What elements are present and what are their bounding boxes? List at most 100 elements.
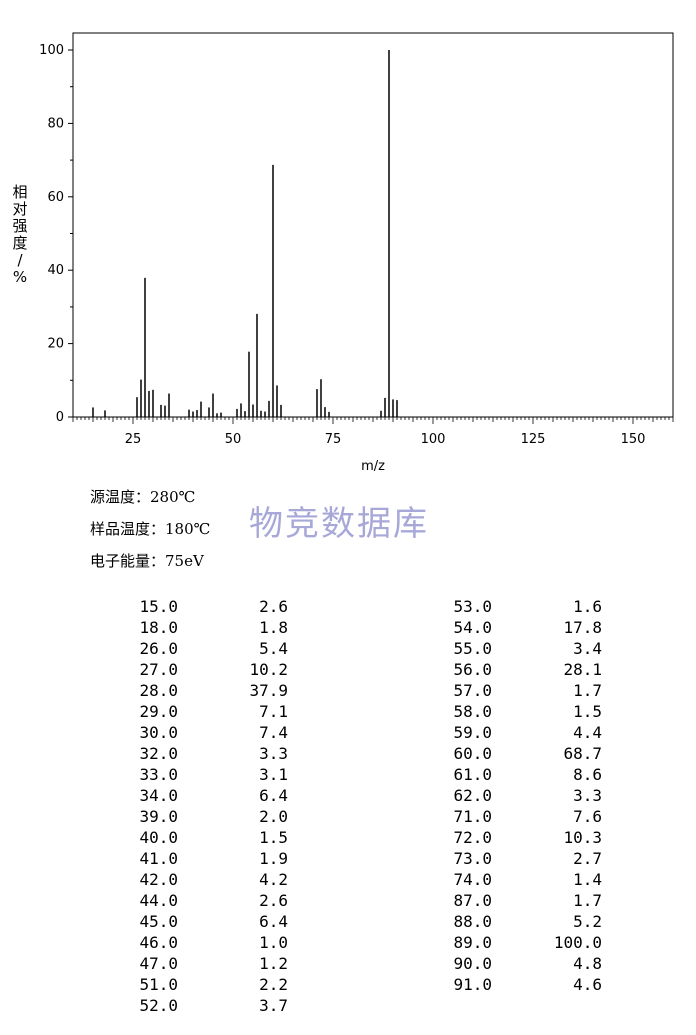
peak-row: 29.0 7.1 xyxy=(118,701,293,722)
peak-mz: 28.0 xyxy=(139,681,178,700)
peak-abundance: 68.7 xyxy=(563,744,602,763)
peak-row: 57.0 1.7 xyxy=(432,680,607,701)
peak-row: 60.0 68.7 xyxy=(432,743,607,764)
peak-row: 58.0 1.5 xyxy=(432,701,607,722)
peak-abundance: 7.4 xyxy=(259,723,288,742)
peak-abundance: 1.9 xyxy=(259,849,288,868)
peak-abundance: 10.3 xyxy=(563,828,602,847)
peak-mz: 87.0 xyxy=(453,891,492,910)
peak-abundance: 4.6 xyxy=(573,975,602,994)
peak-abundance: 1.4 xyxy=(573,870,602,889)
peak-mz: 72.0 xyxy=(453,828,492,847)
source-temperature: 源温度：280℃ xyxy=(90,488,196,506)
peak-mz: 32.0 xyxy=(139,744,178,763)
peak-abundance: 7.1 xyxy=(259,702,288,721)
peak-mz: 18.0 xyxy=(139,618,178,637)
peak-mz: 51.0 xyxy=(139,975,178,994)
peak-row: 87.0 1.7 xyxy=(432,890,607,911)
peak-row: 44.0 2.6 xyxy=(118,890,293,911)
y-axis: 0 20 40 60 80 100 xyxy=(39,43,73,425)
peak-abundance: 28.1 xyxy=(563,660,602,679)
peak-mz: 91.0 xyxy=(453,975,492,994)
peak-table-left: 15.0 2.6 18.0 1.8 26.0 5.4 27.0 10.2 28.0 37.9 29.… xyxy=(118,596,293,1016)
x-tick-label: 125 xyxy=(521,432,546,447)
peak-row: 39.0 2.0 xyxy=(118,806,293,827)
peak-row: 59.0 4.4 xyxy=(432,722,607,743)
peak-abundance: 1.8 xyxy=(259,618,288,637)
peak-row: 90.0 4.8 xyxy=(432,953,607,974)
peak-row: 40.0 1.5 xyxy=(118,827,293,848)
peak-abundance: 2.6 xyxy=(259,891,288,910)
electron-energy: 电子能量：75eV xyxy=(90,552,204,570)
peak-mz: 62.0 xyxy=(453,786,492,805)
peak-abundance: 3.4 xyxy=(573,639,602,658)
peak-abundance: 2.7 xyxy=(573,849,602,868)
x-tick-label: 50 xyxy=(225,432,242,447)
peak-mz: 74.0 xyxy=(453,870,492,889)
peak-row: 52.0 3.7 xyxy=(118,995,293,1016)
peak-abundance: 5.2 xyxy=(573,912,602,931)
peak-mz: 61.0 xyxy=(453,765,492,784)
peak-row: 74.0 1.4 xyxy=(432,869,607,890)
peak-mz: 47.0 xyxy=(139,954,178,973)
peak-row: 18.0 1.8 xyxy=(118,617,293,638)
peak-abundance: 4.2 xyxy=(259,870,288,889)
peak-mz: 30.0 xyxy=(139,723,178,742)
x-tick-label: 100 xyxy=(421,432,446,447)
peak-mz: 58.0 xyxy=(453,702,492,721)
peak-mz: 40.0 xyxy=(139,828,178,847)
peak-row: 45.0 6.4 xyxy=(118,911,293,932)
x-axis: 25 50 75 100 125 150 xyxy=(72,417,674,447)
peak-mz: 26.0 xyxy=(139,639,178,658)
peak-abundance: 4.8 xyxy=(573,954,602,973)
peak-abundance: 3.3 xyxy=(259,744,288,763)
peak-abundance: 5.4 xyxy=(259,639,288,658)
peak-row: 34.0 6.4 xyxy=(118,785,293,806)
peak-row: 53.0 1.6 xyxy=(432,596,607,617)
peak-mz: 90.0 xyxy=(453,954,492,973)
peak-abundance: 4.4 xyxy=(573,723,602,742)
peak-row: 27.0 10.2 xyxy=(118,659,293,680)
peak-row: 73.0 2.7 xyxy=(432,848,607,869)
peak-mz: 41.0 xyxy=(139,849,178,868)
peak-abundance: 3.1 xyxy=(259,765,288,784)
y-tick-label: 60 xyxy=(47,190,64,205)
peak-abundance: 1.7 xyxy=(573,891,602,910)
peak-abundance: 6.4 xyxy=(259,912,288,931)
x-tick-label: 75 xyxy=(325,432,342,447)
peak-mz: 46.0 xyxy=(139,933,178,952)
x-tick-label: 150 xyxy=(621,432,646,447)
peak-row: 62.0 3.3 xyxy=(432,785,607,806)
peak-abundance: 8.6 xyxy=(573,765,602,784)
peak-abundance: 2.6 xyxy=(259,597,288,616)
peak-row: 47.0 1.2 xyxy=(118,953,293,974)
peak-mz: 88.0 xyxy=(453,912,492,931)
peak-abundance: 100.0 xyxy=(553,933,602,952)
peak-row: 88.0 5.2 xyxy=(432,911,607,932)
peak-mz: 53.0 xyxy=(453,597,492,616)
y-tick-label: 20 xyxy=(47,337,64,352)
peak-mz: 57.0 xyxy=(453,681,492,700)
peak-mz: 39.0 xyxy=(139,807,178,826)
peak-mz: 45.0 xyxy=(139,912,178,931)
peak-abundance: 3.3 xyxy=(573,786,602,805)
watermark: 物竞数据库 xyxy=(249,504,429,544)
peak-abundance: 3.7 xyxy=(259,996,288,1015)
peak-row: 91.0 4.6 xyxy=(432,974,607,995)
peak-mz: 42.0 xyxy=(139,870,178,889)
peak-row: 26.0 5.4 xyxy=(118,638,293,659)
peak-mz: 27.0 xyxy=(139,660,178,679)
peak-mz: 54.0 xyxy=(453,618,492,637)
peak-abundance: 7.6 xyxy=(573,807,602,826)
peak-abundance: 1.2 xyxy=(259,954,288,973)
peak-mz: 34.0 xyxy=(139,786,178,805)
peak-table-right: 53.0 1.6 54.0 17.8 55.0 3.4 56.0 28.1 57.0 1.7 58.… xyxy=(432,596,607,995)
y-tick-label: 40 xyxy=(47,263,64,278)
peak-row: 51.0 2.2 xyxy=(118,974,293,995)
y-axis-label-char: 对 xyxy=(12,200,28,218)
peak-abundance: 1.0 xyxy=(259,933,288,952)
peak-row: 15.0 2.6 xyxy=(118,596,293,617)
peak-abundance: 37.9 xyxy=(249,681,288,700)
peak-mz: 29.0 xyxy=(139,702,178,721)
x-axis-label: m/z xyxy=(361,459,385,474)
